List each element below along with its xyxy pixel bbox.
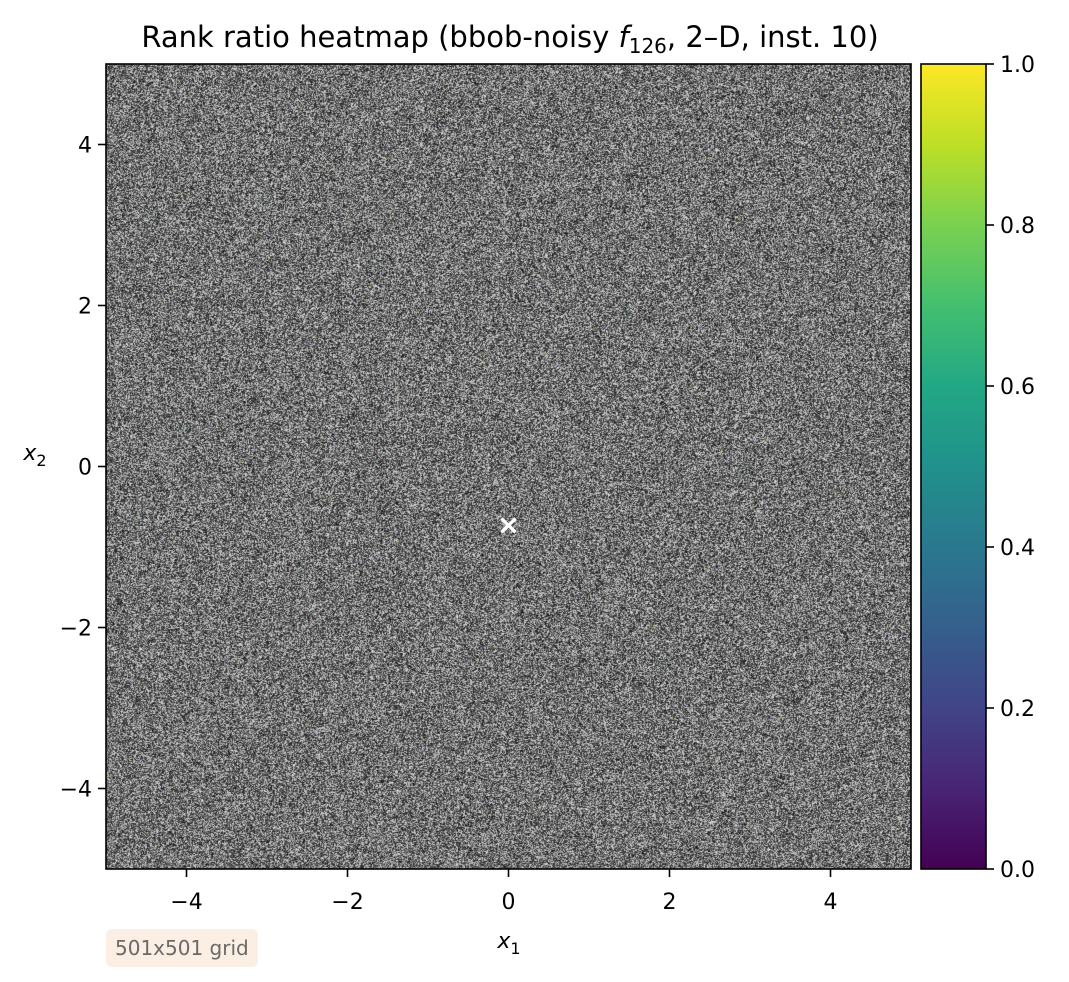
heatmap-image (106, 64, 911, 869)
x-tick-label: 0 (502, 890, 516, 915)
colorbar (920, 63, 987, 870)
y-axis-label: x2 (22, 441, 46, 470)
x-tick-label: −2 (331, 890, 363, 915)
chart-title-suffix: , 2–D, inst. 10) (667, 20, 879, 54)
colorbar-tick-label: 0.6 (1000, 375, 1035, 400)
x-tick-label: −4 (170, 890, 202, 915)
y-tick-label: −4 (60, 778, 92, 803)
y-tick-label: −2 (60, 617, 92, 642)
chart-title-prefix: Rank ratio heatmap (bbob-noisy (141, 20, 618, 54)
colorbar-tick-label: 0.0 (1000, 858, 1035, 883)
chart-title: Rank ratio heatmap (bbob-noisy f126, 2–D… (141, 20, 878, 58)
colorbar-tick-label: 1.0 (1000, 53, 1035, 78)
y-tick-label: 4 (78, 134, 92, 159)
colorbar-tick-label: 0.2 (1000, 697, 1035, 722)
x-axis-label: x1 (496, 929, 520, 958)
colorbar-ticks: 0.0 0.2 0.4 0.6 0.8 1.0 (986, 53, 1035, 883)
y-axis-ticks: −4 −2 0 2 4 (60, 134, 106, 803)
optimum-marker: × (497, 508, 520, 541)
colorbar-tick-label: 0.4 (1000, 536, 1035, 561)
y-tick-label: 2 (78, 295, 92, 320)
heatmap-field (106, 64, 911, 869)
x-axis-ticks: −4 −2 0 2 4 (170, 869, 838, 915)
colorbar-tick-label: 0.8 (1000, 214, 1035, 239)
grid-size-badge: 501x501 grid (106, 929, 258, 967)
x-tick-label: 4 (824, 890, 838, 915)
chart-title-subscript: 126 (629, 34, 667, 58)
x-tick-label: 2 (663, 890, 677, 915)
y-tick-label: 0 (78, 456, 92, 481)
